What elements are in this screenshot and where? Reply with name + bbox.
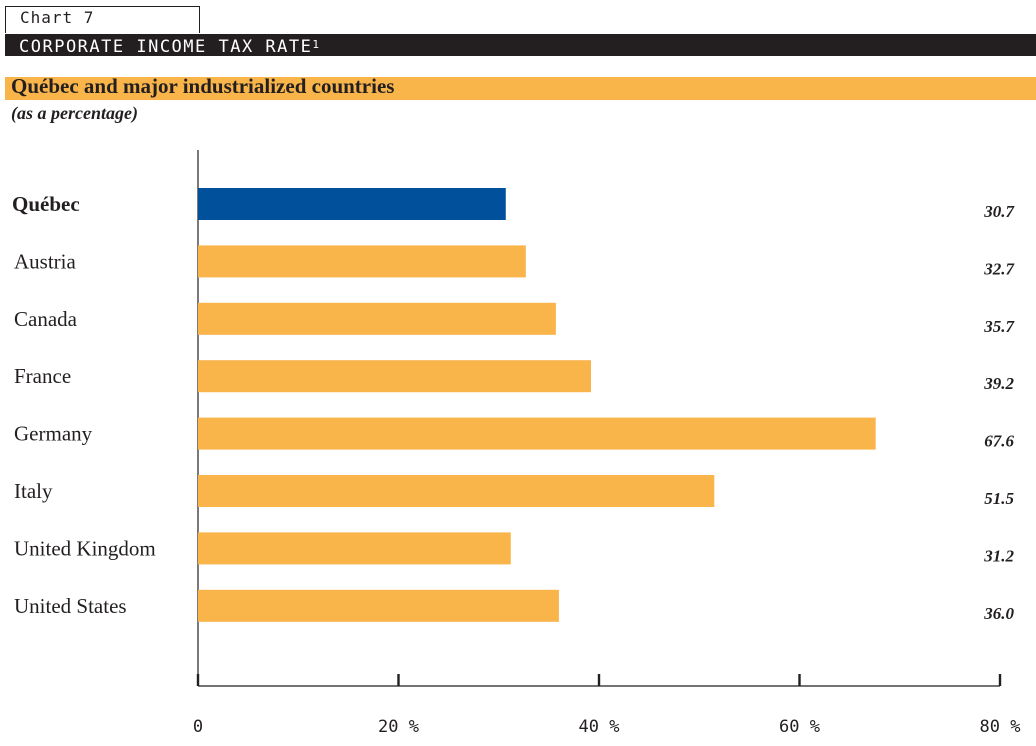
title-footnote-mark: 1 [312, 38, 319, 51]
category-label-4: France [14, 364, 71, 388]
bar-7 [198, 532, 511, 565]
x-tick-label-40: 40 % [579, 717, 620, 737]
value-label-1: 30.7 [983, 202, 1015, 221]
bar-2 [198, 245, 526, 278]
unit-note: (as a percentage) [11, 103, 138, 123]
category-label-5: Germany [14, 422, 93, 446]
value-label-6: 51.5 [984, 489, 1014, 508]
title-bar: CORPORATE INCOME TAX RATE1 [5, 34, 1036, 58]
category-label-2: Austria [14, 249, 77, 273]
category-label-3: Canada [14, 307, 78, 331]
category-label-8: United States [14, 594, 127, 618]
value-label-4: 39.2 [983, 374, 1014, 393]
subtitle-bar [5, 77, 1036, 100]
bar-6 [198, 475, 715, 507]
chart-number-box: Chart 7 [5, 6, 200, 33]
chart-number: Chart 7 [20, 8, 95, 27]
value-label-7: 31.2 [983, 546, 1014, 565]
value-label-5: 67.6 [984, 432, 1014, 451]
chart-title-text: CORPORATE INCOME TAX RATE [19, 37, 313, 57]
bar-5 [198, 417, 876, 450]
bar-1 [198, 188, 506, 220]
category-label-1: Québec [12, 192, 80, 216]
category-label-6: Italy [14, 479, 53, 503]
chart-title: CORPORATE INCOME TAX RATE1 [19, 34, 319, 58]
x-tick-label-20: 20 % [378, 717, 419, 737]
x-tick-label-0: 0 [193, 717, 203, 737]
value-label-8: 36.0 [983, 604, 1014, 623]
bar-4 [198, 360, 591, 393]
bar-3 [198, 302, 556, 335]
x-tick-label-60: 60 % [779, 717, 820, 737]
value-label-3: 35.7 [983, 317, 1015, 336]
x-tick-label-80: 80 % [980, 717, 1021, 737]
category-label-7: United Kingdom [14, 536, 156, 560]
bar-8 [198, 589, 559, 622]
value-label-2: 32.7 [983, 259, 1015, 278]
chart-subtitle: Québec and major industrialized countrie… [11, 74, 395, 98]
